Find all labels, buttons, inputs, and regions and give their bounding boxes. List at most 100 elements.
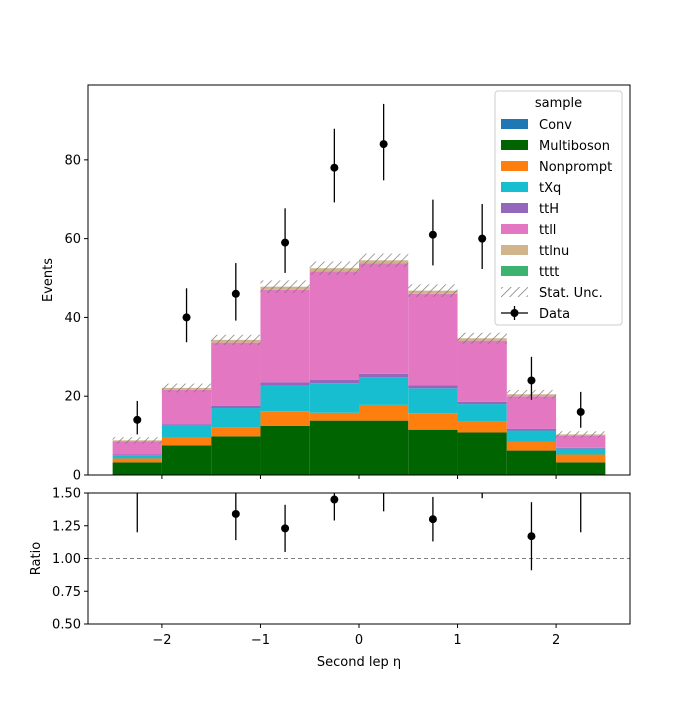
bar-nonprompt-bin-6 bbox=[408, 413, 458, 430]
stat-unc-band-bin-1 bbox=[161, 383, 212, 393]
bar-tth-bin-2 bbox=[211, 405, 261, 409]
ratio-point bbox=[231, 509, 240, 518]
legend-label: Conv bbox=[539, 118, 572, 133]
legend-swatch-tth bbox=[501, 203, 528, 213]
bar-nonprompt-bin-3 bbox=[260, 411, 310, 426]
data-point bbox=[478, 234, 487, 243]
bar-tth-bin-1 bbox=[161, 424, 212, 426]
bar-txq-bin-8 bbox=[506, 430, 557, 442]
bar-nonprompt-bin-1 bbox=[161, 437, 212, 446]
ratio-point bbox=[382, 493, 385, 494]
bar-txq-bin-3 bbox=[260, 385, 310, 412]
bar-nonprompt-bin-9 bbox=[556, 454, 606, 463]
data-point bbox=[133, 415, 142, 424]
legend-swatch-ttlnu bbox=[501, 245, 528, 255]
stat-unc-band-bin-7 bbox=[457, 332, 507, 344]
bar-ttll-bin-4 bbox=[309, 271, 359, 380]
bar-nonprompt-bin-0 bbox=[112, 458, 162, 463]
legend-swatch-ttll bbox=[501, 224, 528, 234]
x-tick-label: 1 bbox=[453, 633, 461, 648]
x-tick-label: 0 bbox=[355, 633, 363, 648]
x-tick-label: 2 bbox=[552, 633, 560, 648]
bar-ttll-bin-9 bbox=[556, 435, 606, 448]
x-axis-label: Second lep η bbox=[317, 655, 401, 670]
legend-swatch-stat-unc bbox=[501, 287, 528, 297]
x-tick-label: −2 bbox=[152, 633, 171, 648]
legend-title: sample bbox=[535, 96, 582, 111]
bar-txq-bin-4 bbox=[309, 383, 359, 413]
bar-ttll-bin-2 bbox=[211, 342, 261, 406]
data-point bbox=[527, 376, 536, 385]
bar-multiboson-bin-5 bbox=[359, 420, 409, 475]
ratio-y-axis-label: Ratio bbox=[29, 542, 44, 575]
bar-txq-bin-6 bbox=[408, 388, 458, 414]
y-tick-label: 1.00 bbox=[52, 552, 81, 567]
bar-ttll-bin-0 bbox=[112, 441, 162, 455]
legend-data-marker bbox=[510, 309, 519, 317]
main-panel: 0 20 40 60 80 Events bbox=[41, 84, 631, 484]
legend-label: tXq bbox=[539, 181, 561, 196]
bar-nonprompt-bin-8 bbox=[506, 441, 557, 451]
legend-label: Multiboson bbox=[539, 139, 610, 154]
ratio-point bbox=[281, 524, 290, 533]
x-tick-label: −1 bbox=[251, 633, 270, 648]
ratio-points-group bbox=[133, 476, 582, 571]
bar-ttll-bin-6 bbox=[408, 293, 458, 386]
bar-multiboson-bin-9 bbox=[556, 462, 606, 475]
bar-tth-bin-4 bbox=[309, 379, 359, 384]
ratio-axes-frame bbox=[87, 492, 631, 625]
bar-txq-bin-2 bbox=[211, 408, 261, 428]
bar-txq-bin-0 bbox=[112, 455, 162, 459]
stat-unc-band-bin-9 bbox=[556, 431, 606, 438]
bar-txq-bin-7 bbox=[457, 404, 507, 422]
ratio-panel: −2 −1 0 1 2 0.50 0.75 1.00 1.25 1.50 Ratio Second l… bbox=[29, 476, 631, 670]
bar-nonprompt-bin-5 bbox=[359, 404, 409, 421]
data-point bbox=[576, 407, 585, 416]
legend-label: ttll bbox=[539, 223, 556, 238]
bar-multiboson-bin-3 bbox=[260, 425, 310, 475]
ratio-point bbox=[330, 495, 339, 504]
data-point bbox=[182, 313, 191, 322]
legend-swatch-multiboson bbox=[501, 140, 528, 150]
bar-multiboson-bin-6 bbox=[408, 429, 458, 475]
legend: sample Conv Multiboson Nonprompt tXq ttH ttll t… bbox=[494, 90, 623, 326]
stat-unc-band-bin-5 bbox=[359, 253, 409, 267]
bar-nonprompt-bin-2 bbox=[211, 427, 261, 437]
bar-ttll-bin-8 bbox=[506, 396, 557, 429]
legend-label: Data bbox=[539, 307, 570, 322]
legend-label: ttlnu bbox=[539, 244, 569, 259]
bar-txq-bin-9 bbox=[556, 448, 606, 455]
legend-label: ttH bbox=[539, 202, 559, 217]
bar-tth-bin-5 bbox=[359, 373, 409, 378]
y-tick-label: 1.25 bbox=[52, 519, 81, 534]
bar-tth-bin-0 bbox=[112, 454, 162, 456]
y-tick-label: 0.75 bbox=[52, 585, 81, 600]
y-tick-label: 40 bbox=[64, 311, 81, 326]
legend-swatch-conv bbox=[501, 119, 528, 129]
y-tick-label: 1.50 bbox=[52, 487, 81, 502]
data-point bbox=[330, 163, 339, 172]
stat-unc-band-bin-4 bbox=[309, 261, 359, 275]
bar-ttll-bin-3 bbox=[260, 289, 310, 383]
bar-tth-bin-3 bbox=[260, 382, 310, 386]
bar-tth-bin-9 bbox=[556, 447, 606, 449]
main-y-axis-label: Events bbox=[41, 258, 56, 302]
bar-ttll-bin-1 bbox=[161, 389, 212, 425]
bar-tth-bin-6 bbox=[408, 385, 458, 389]
stat-unc-band-bin-6 bbox=[408, 284, 458, 297]
legend-label: Nonprompt bbox=[539, 160, 612, 175]
data-point bbox=[379, 140, 388, 149]
data-point bbox=[281, 238, 290, 247]
y-tick-label: 0 bbox=[73, 469, 81, 484]
ratio-point bbox=[133, 476, 141, 484]
bar-nonprompt-bin-7 bbox=[457, 421, 507, 433]
ratio-point bbox=[527, 532, 536, 541]
y-tick-label: 0.50 bbox=[52, 618, 81, 633]
stat-unc-band-bin-3 bbox=[260, 280, 310, 293]
bar-multiboson-bin-8 bbox=[506, 450, 557, 475]
bar-nonprompt-bin-4 bbox=[309, 412, 359, 421]
legend-swatch-tttt bbox=[501, 266, 528, 276]
data-point bbox=[428, 230, 437, 239]
